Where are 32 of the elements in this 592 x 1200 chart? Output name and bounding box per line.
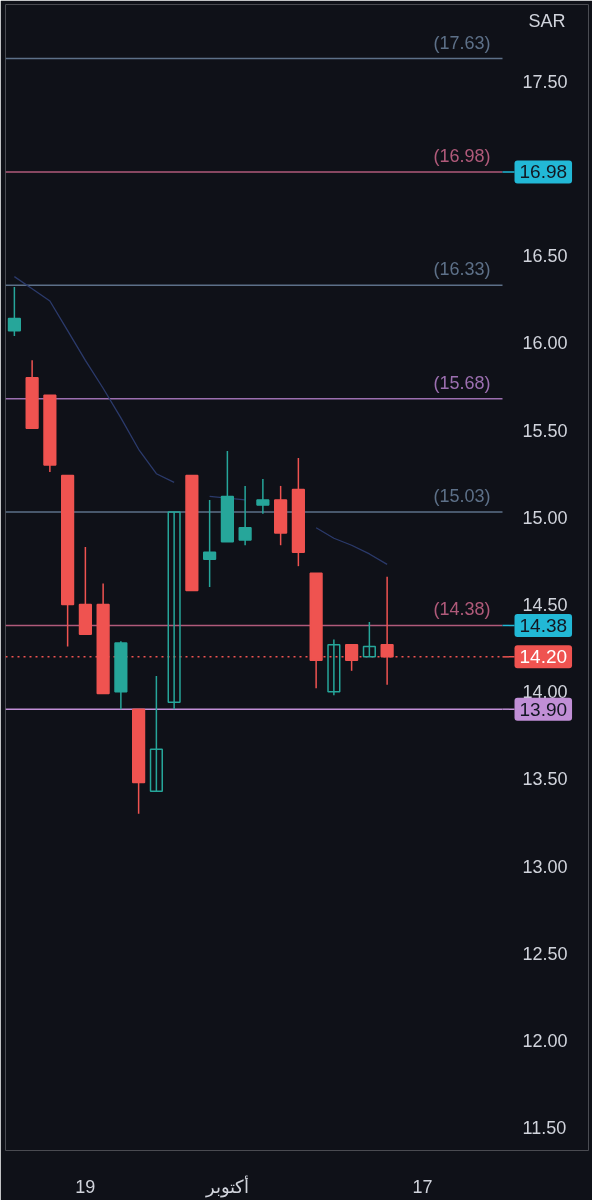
candlestick — [203, 499, 217, 588]
y-tick-label: 11.50 — [522, 1118, 567, 1139]
ref-line-label: (15.68) — [433, 372, 491, 393]
y-tick-label: 16.00 — [522, 333, 568, 354]
ref-line-label: 14.20 — [519, 646, 568, 668]
ref-line-label: (17.63) — [433, 32, 491, 53]
y-tick-label: 15.50 — [522, 420, 568, 441]
candlestick — [256, 478, 270, 515]
ref-line-label: (16.98) — [433, 145, 491, 166]
ref-line-label: (16.33) — [433, 259, 491, 280]
y-tick-label: 13.00 — [522, 856, 568, 877]
candlestick — [327, 638, 341, 696]
candlestick — [167, 511, 181, 710]
y-tick-label: 16.50 — [522, 246, 568, 267]
ref-line-label: 16.98 — [519, 161, 568, 183]
y-tick-label: 12.00 — [522, 1031, 568, 1052]
x-tick-label: 19 — [75, 1176, 96, 1197]
candlestick — [362, 621, 376, 658]
ref-line-label: 14.38 — [519, 614, 568, 636]
x-tick-label: 17 — [412, 1176, 433, 1197]
y-tick-label: 15.00 — [522, 507, 568, 528]
y-tick-label: 13.50 — [522, 769, 568, 790]
y-axis-title: SAR — [528, 10, 566, 31]
y-tick-label: 14.50 — [522, 595, 568, 616]
ref-line-label: (14.38) — [433, 599, 491, 620]
candlestick — [238, 485, 252, 546]
y-tick-label: 12.50 — [522, 943, 568, 964]
candlestick — [149, 675, 163, 792]
y-tick-label: 17.50 — [522, 71, 568, 92]
ref-line-label: (15.03) — [433, 486, 491, 507]
candlestick — [7, 286, 21, 337]
x-tick-label: أكتوبر — [204, 1174, 249, 1198]
